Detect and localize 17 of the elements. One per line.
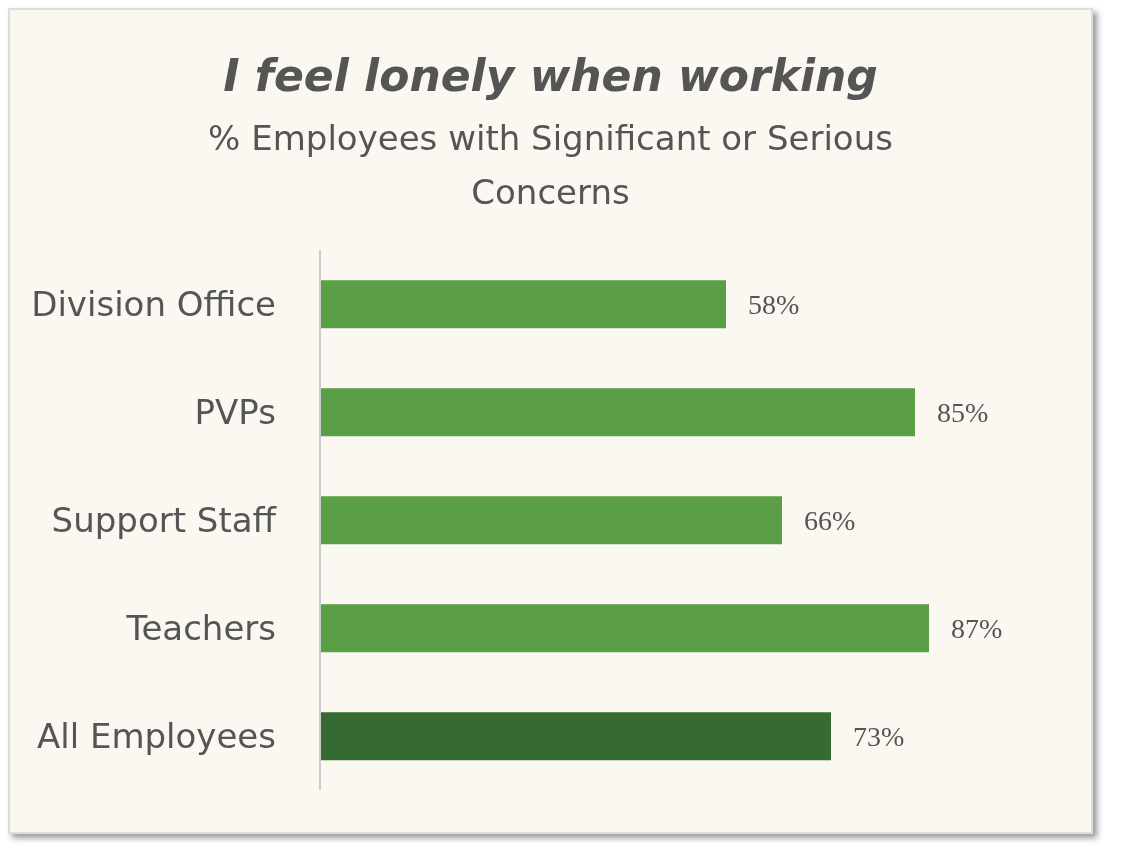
bar (320, 712, 831, 761)
bar (320, 388, 915, 437)
data-label: 58% (748, 288, 800, 320)
y-tick-label: Division Office (31, 283, 276, 324)
bar (320, 280, 726, 329)
y-tick-label: All Employees (36, 715, 276, 756)
data-label: 73% (853, 720, 905, 752)
y-tick-label: Teachers (125, 607, 276, 648)
y-tick-label: PVPs (194, 391, 276, 432)
y-tick-label: Support Staff (51, 499, 278, 540)
chart-subtitle: % Employees with Significant or Serious Concerns (207, 117, 894, 215)
data-label: 66% (804, 504, 856, 536)
bar (320, 604, 929, 653)
bar (320, 496, 782, 545)
chart-title: I feel lonely when working (222, 49, 879, 101)
data-label: 85% (937, 396, 989, 428)
data-label: 87% (951, 612, 1003, 644)
